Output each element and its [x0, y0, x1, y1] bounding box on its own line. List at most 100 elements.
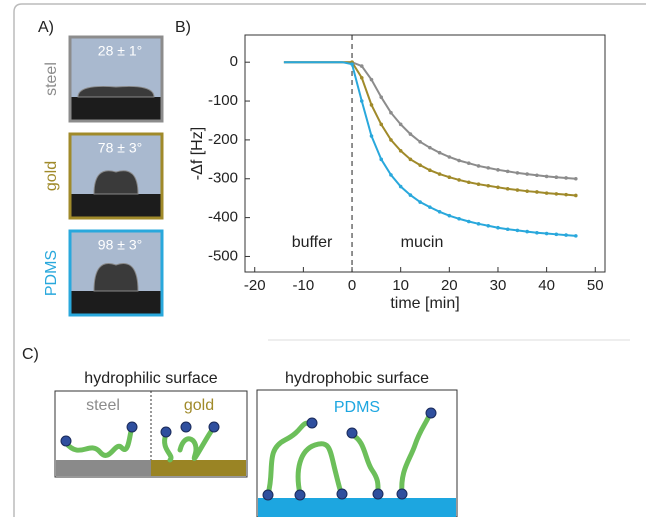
data-point: [496, 225, 500, 230]
data-point: [466, 161, 471, 166]
y-tick-label: -400: [208, 209, 238, 226]
y-tick-label: -500: [208, 247, 238, 264]
data-point: [505, 169, 510, 174]
panel-label: A): [38, 19, 54, 36]
polymer-chains: [63, 411, 433, 497]
x-tick-label: 50: [587, 277, 604, 294]
panel-label: B): [175, 19, 191, 36]
droplet: [93, 170, 139, 195]
droplet: [77, 86, 155, 98]
y-tick-label: -200: [208, 131, 238, 148]
data-point: [544, 174, 549, 179]
data-point: [457, 158, 461, 163]
data-point: [535, 190, 539, 194]
data-point: [515, 228, 520, 233]
panel-a: 28 ± 1° steel 78 ± 3° gold 98 ± 3° PDMS: [43, 35, 164, 317]
x-axis-label: time [min]: [390, 295, 459, 312]
y-tick-label: 0: [230, 53, 238, 70]
data-point: [408, 157, 413, 162]
data-point: [447, 213, 452, 218]
surface: [258, 498, 456, 517]
sample-name: steel: [43, 62, 60, 96]
data-point: [437, 150, 442, 155]
panel-c: C) hydrophilic surface steel gold hydrop…: [22, 346, 458, 517]
data-point: [476, 164, 481, 168]
data-point: [554, 232, 559, 237]
contact-angle: 28 ± 1°: [98, 43, 142, 59]
droplet: [93, 263, 139, 292]
contact-angle: 78 ± 3°: [98, 140, 142, 156]
data-point: [496, 168, 500, 172]
panel-label: C): [22, 346, 39, 363]
surface: [56, 460, 151, 476]
data-point: [359, 99, 364, 103]
panel-b: B)0-100-200-300-400-500-20 -10 0 10 20 30 40 50…: [175, 19, 606, 312]
data-point: [544, 231, 549, 236]
box: [256, 389, 458, 517]
y-axis-label: -Δf [Hz]: [189, 127, 206, 180]
annotation: buffer: [292, 234, 333, 251]
data-point: [505, 187, 510, 191]
data-point: [515, 188, 520, 192]
x-tick-label: 40: [538, 277, 555, 294]
surface-label: steel: [86, 397, 120, 414]
data-point: [418, 200, 422, 204]
data-point: [466, 219, 471, 224]
data-point: [369, 103, 374, 107]
data-point: [437, 172, 442, 176]
contact-angle: 98 ± 3°: [98, 237, 142, 253]
y-tick-label: -300: [208, 170, 238, 187]
data-point: [574, 234, 578, 238]
surface: [151, 460, 246, 476]
plot-frame: [244, 34, 606, 273]
data-point: [408, 132, 413, 136]
data-point: [554, 175, 559, 179]
x-tick-label: 10: [392, 277, 409, 294]
data-point: [398, 122, 403, 127]
data-point: [379, 95, 384, 99]
data-point: [398, 148, 403, 153]
data-point: [369, 134, 374, 138]
data-point: [389, 173, 393, 177]
data-point: [564, 233, 568, 237]
data-point: [466, 180, 471, 185]
x-tick-label: 30: [490, 277, 507, 294]
x-tick-label: -20: [244, 277, 266, 294]
x-tick-label: 0: [348, 277, 356, 294]
box-title: hydrophilic surface: [84, 370, 218, 387]
frame: [13, 3, 646, 517]
photo-base: [71, 194, 161, 217]
photo-base: [71, 97, 161, 120]
data-point: [428, 168, 432, 173]
data-point: [476, 222, 481, 226]
sample-name: PDMS: [43, 250, 60, 296]
data-point: [554, 192, 559, 196]
data-point: [505, 227, 510, 232]
data-point: [564, 176, 568, 180]
data-point: [359, 64, 364, 68]
data-point: [564, 192, 568, 197]
data-point: [544, 191, 549, 195]
data-point: [525, 172, 529, 176]
surface-label: PDMS: [334, 399, 380, 416]
data-point: [515, 171, 520, 175]
data-point: [486, 223, 491, 228]
annotation: mucin: [401, 234, 444, 251]
data-point: [457, 216, 461, 221]
data-point: [574, 176, 578, 181]
data-point: [496, 185, 500, 190]
data-point: [369, 77, 374, 82]
data-point: [350, 62, 354, 66]
data-point: [476, 182, 481, 186]
data-point: [574, 193, 578, 198]
data-point: [525, 189, 529, 193]
data-point: [457, 178, 461, 182]
data-point: [428, 145, 432, 150]
data-point: [437, 209, 442, 214]
data-point: [447, 155, 452, 159]
data-point: [398, 184, 403, 189]
box-title: hydrophobic surface: [285, 370, 429, 387]
data-point: [525, 229, 529, 234]
data-point: [408, 193, 413, 197]
